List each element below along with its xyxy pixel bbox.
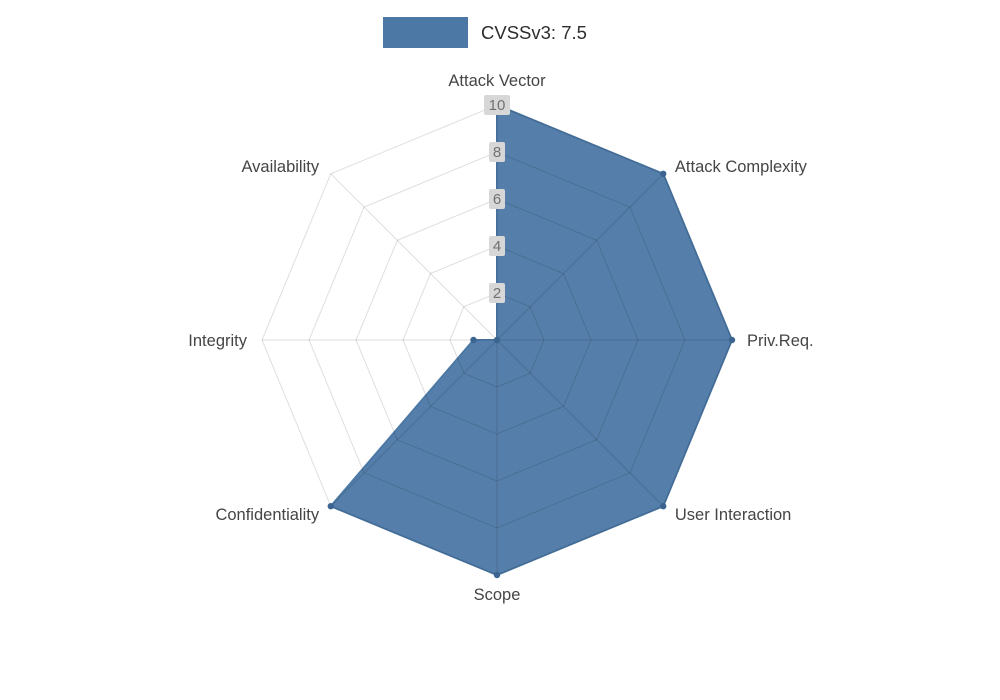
- axis-label-availability: Availability: [241, 158, 319, 176]
- series-point[interactable]: [327, 503, 334, 510]
- tick-label: 10: [489, 97, 506, 114]
- grid-spoke: [496, 173, 664, 341]
- tick-label: 4: [493, 238, 501, 255]
- tick-label: 8: [493, 144, 501, 161]
- tick-label-box: [489, 283, 505, 303]
- axis-label-integrity: Integrity: [188, 332, 247, 350]
- grid-ring: [355, 198, 639, 482]
- legend[interactable]: CVSSv3: 7.5: [383, 17, 587, 48]
- axis-label-user-interaction: User Interaction: [675, 506, 791, 524]
- grid-spoke: [330, 339, 498, 507]
- axis-label-attack-complexity: Attack Complexity: [675, 158, 808, 176]
- legend-label: CVSSv3: 7.5: [481, 21, 587, 43]
- tick-label-box: [484, 95, 510, 115]
- grid-ring: [402, 245, 592, 435]
- series-point[interactable]: [493, 336, 501, 344]
- tick-label-box: [489, 189, 505, 209]
- grid-ring: [449, 292, 545, 388]
- axis-label-scope: Scope: [474, 586, 521, 604]
- axis-label-attack-vector: Attack Vector: [448, 72, 546, 90]
- grid-ring: [308, 151, 686, 529]
- tick-label-box: [489, 142, 505, 162]
- tick-label: 6: [493, 191, 501, 208]
- series-point[interactable]: [728, 336, 736, 344]
- tick-label-box: [489, 236, 505, 256]
- grid-spoke: [496, 339, 664, 507]
- series-point[interactable]: [660, 170, 667, 177]
- axis-label-priv-req: Priv.Req.: [747, 332, 814, 350]
- tick-label: 2: [493, 285, 501, 302]
- axis-label-confidentiality: Confidentiality: [215, 506, 319, 524]
- grid-spoke: [330, 173, 498, 341]
- series-point[interactable]: [493, 571, 501, 579]
- series-point[interactable]: [470, 336, 477, 344]
- legend-swatch[interactable]: [383, 17, 468, 48]
- series-point[interactable]: [660, 503, 667, 510]
